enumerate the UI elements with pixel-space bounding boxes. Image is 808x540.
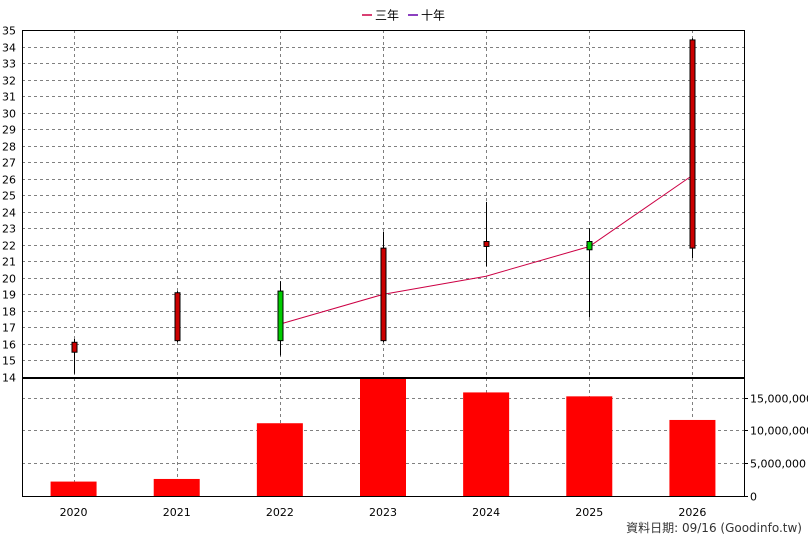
- candle-body: [71, 341, 78, 353]
- candle-body: [483, 241, 490, 247]
- volume-tick-label: 10,000,000: [750, 425, 808, 438]
- volume-panel-frame: [22, 378, 745, 497]
- price-tick-label: 15: [2, 355, 16, 368]
- volume-bar: [153, 478, 200, 496]
- price-tick-label: 27: [2, 157, 16, 170]
- x-tick-label: 2023: [369, 506, 397, 519]
- price-tick-label: 28: [2, 141, 16, 154]
- candle-body: [586, 241, 593, 251]
- volume-tick-label: 0: [750, 491, 757, 504]
- price-tick-label: 22: [2, 240, 16, 253]
- candle-body: [174, 292, 181, 342]
- price-tick-label: 35: [2, 25, 16, 38]
- candle-body: [277, 290, 284, 342]
- price-tick-label: 32: [2, 75, 16, 88]
- volume-bar: [566, 396, 613, 496]
- price-tick-label: 24: [2, 207, 16, 220]
- candlesticks: [71, 38, 696, 374]
- legend-label: 三年: [375, 9, 399, 23]
- price-tick-label: 19: [2, 289, 16, 302]
- price-tick-label: 29: [2, 124, 16, 137]
- data-date-footer: 資料日期: 09/16 (Goodinfo.tw): [626, 521, 802, 535]
- price-tick-label: 33: [2, 58, 16, 71]
- x-tick-label: 2022: [266, 506, 294, 519]
- price-panel-frame: [22, 30, 745, 378]
- volume-bar: [256, 423, 303, 496]
- volume-bar: [463, 392, 510, 496]
- x-tick-label: 2020: [60, 506, 88, 519]
- x-tick-label: 2026: [678, 506, 706, 519]
- price-tick-label: 16: [2, 339, 16, 352]
- price-tick-label: 34: [2, 42, 16, 55]
- candle-body: [689, 39, 696, 249]
- volume-tick-label: 5,000,000: [750, 458, 806, 471]
- volume-bar: [50, 481, 97, 496]
- price-tick-label: 21: [2, 256, 16, 269]
- price-tick-label: 23: [2, 223, 16, 236]
- line-series: [279, 174, 693, 325]
- volume-tick-label: 15,000,000: [750, 393, 808, 406]
- legend-label: 十年: [421, 9, 445, 23]
- x-tick-label: 2024: [472, 506, 500, 519]
- price-tick-label: 26: [2, 174, 16, 187]
- x-tick-label: 2021: [163, 506, 191, 519]
- price-tick-label: 18: [2, 306, 16, 319]
- price-tick-label: 25: [2, 190, 16, 203]
- x-tick-label: 2025: [575, 506, 603, 519]
- candle-body: [380, 247, 387, 342]
- volume-bar: [669, 419, 716, 496]
- price-tick-label: 20: [2, 273, 16, 286]
- price-tick-label: 31: [2, 91, 16, 104]
- volume-bar: [360, 378, 406, 496]
- series-line: [279, 174, 693, 325]
- legend: 三年 十年: [362, 9, 445, 23]
- price-tick-label: 30: [2, 108, 16, 121]
- axes: 1415161718192021222324252627282930313233…: [2, 25, 808, 520]
- price-tick-label: 14: [2, 372, 16, 385]
- volume-bars: [50, 378, 716, 496]
- price-tick-label: 17: [2, 322, 16, 335]
